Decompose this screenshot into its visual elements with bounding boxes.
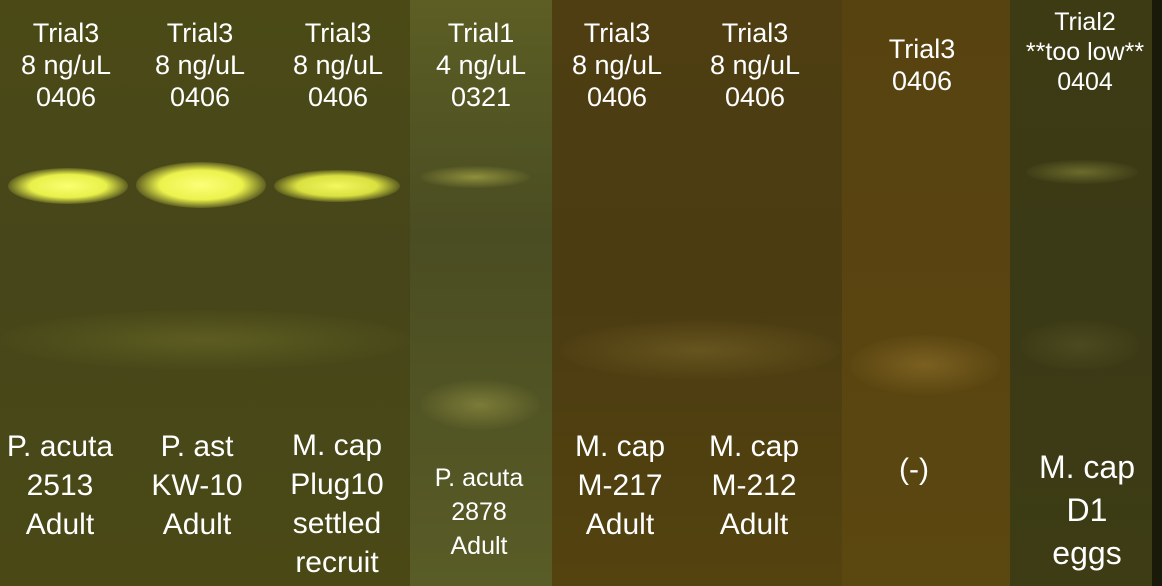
lane-6-header-line-1: Trial3	[721, 18, 789, 48]
lane-3-sample-line-3: settled	[292, 507, 382, 540]
lane-1-sample-line-2: 2513	[26, 469, 94, 502]
gel-edge-strip	[1152, 0, 1162, 586]
lane-7-header: Trial3 0406	[852, 33, 992, 97]
lane-5-header-line-2: 8 ng/uL	[571, 50, 663, 80]
lane-5-header: Trial3 8 ng/uL 0406	[548, 17, 686, 113]
lane-7-sample-line-1: (-)	[899, 453, 929, 486]
lane-4-sample-label: P. acuta 2878 Adult	[408, 461, 550, 563]
smear-middle	[560, 320, 840, 380]
lane-6-sample-line-2: M-212	[711, 469, 797, 502]
lane-2-sample-line-1: P. ast	[160, 430, 234, 463]
band-lane-2	[136, 162, 266, 208]
lane-4-sample-line-2: 2878	[451, 498, 507, 526]
lane-2-sample-line-2: KW-10	[151, 469, 243, 502]
gel-panel-right	[1010, 0, 1162, 586]
lane-5-sample-line-1: M. cap	[574, 430, 666, 463]
lane-1-header-line-2: 8 ng/uL	[20, 50, 112, 80]
lane-1-header-line-1: Trial3	[32, 18, 100, 48]
lane-2-header-line-2: 8 ng/uL	[154, 50, 246, 80]
lane-3-header-line-1: Trial3	[304, 18, 372, 48]
smear-right	[1020, 320, 1140, 370]
lane-8-sample-line-3: eggs	[1052, 535, 1122, 571]
lane-5-header-line-1: Trial3	[583, 18, 651, 48]
lane-5-header-line-3: 0406	[586, 82, 648, 112]
smear-left	[0, 310, 410, 370]
lane-6-sample-line-3: Adult	[719, 508, 789, 541]
lane-6-sample-label: M. cap M-212 Adult	[684, 427, 824, 544]
lane-8-header-line-2: **too low**	[1025, 38, 1145, 66]
lane-7-header-line-2: 0406	[891, 66, 953, 96]
lane-8-header-line-1: Trial2	[1054, 8, 1116, 36]
lane-3-sample-line-2: Plug10	[290, 468, 384, 501]
lane-6-header-line-2: 8 ng/uL	[709, 50, 801, 80]
lane-1-sample-line-3: Adult	[25, 508, 95, 541]
lane-3-sample-line-1: M. cap	[291, 429, 383, 462]
lane-6-sample-line-1: M. cap	[708, 430, 800, 463]
gel-lane-strip-trial1	[410, 0, 552, 586]
lane-8-sample-line-1: M. cap	[1038, 449, 1136, 485]
lane-5-sample-line-2: M-217	[577, 469, 663, 502]
lane-4-sample-line-1: P. acuta	[434, 464, 524, 492]
band-lane-1	[8, 168, 128, 204]
lane-4-header-line-1: Trial1	[447, 18, 515, 48]
lane-4-header: Trial1 4 ng/uL 0321	[410, 17, 552, 113]
band-lane-4	[420, 166, 530, 188]
lane-4-header-line-3: 0321	[450, 82, 512, 112]
lane-5-sample-line-3: Adult	[585, 508, 655, 541]
band-lane-3	[274, 170, 400, 202]
lane-7-sample-label: (-)	[844, 450, 984, 489]
smear-negative	[850, 335, 1000, 395]
lane-1-sample-label: P. acuta 2513 Adult	[0, 427, 126, 544]
gel-panel-negative	[842, 0, 1010, 586]
lane-6-header: Trial3 8 ng/uL 0406	[686, 17, 824, 113]
lane-6-header-line-3: 0406	[724, 82, 786, 112]
lane-2-header-line-3: 0406	[169, 82, 231, 112]
band-lane-8	[1026, 160, 1138, 184]
smear-lane-4	[420, 380, 540, 430]
lane-2-sample-label: P. ast KW-10 Adult	[130, 427, 264, 544]
lane-4-header-line-2: 4 ng/uL	[435, 50, 527, 80]
lane-7-header-line-1: Trial3	[888, 34, 956, 64]
lane-2-sample-line-3: Adult	[162, 508, 232, 541]
lane-2-header-line-1: Trial3	[166, 18, 234, 48]
lane-3-header-line-3: 0406	[307, 82, 369, 112]
lane-8-sample-label: M. cap D1 eggs	[1016, 446, 1158, 575]
lane-8-header: Trial2 **too low** 0404	[1010, 7, 1160, 97]
lane-4-sample-line-3: Adult	[450, 532, 508, 560]
lane-2-header: Trial3 8 ng/uL 0406	[132, 17, 268, 113]
lane-3-header-line-2: 8 ng/uL	[292, 50, 384, 80]
lane-8-sample-line-2: D1	[1066, 492, 1108, 528]
lane-1-header-line-3: 0406	[35, 82, 97, 112]
lane-1-header: Trial3 8 ng/uL 0406	[0, 17, 132, 113]
lane-8-header-line-3: 0404	[1057, 68, 1113, 96]
lane-3-sample-line-4: recruit	[295, 546, 379, 579]
lane-1-sample-line-1: P. acuta	[6, 430, 114, 463]
lane-3-sample-label: M. cap Plug10 settled recruit	[266, 426, 408, 582]
gel-panel-middle	[552, 0, 842, 586]
lane-3-header: Trial3 8 ng/uL 0406	[268, 17, 408, 113]
lane-5-sample-label: M. cap M-217 Adult	[550, 427, 690, 544]
